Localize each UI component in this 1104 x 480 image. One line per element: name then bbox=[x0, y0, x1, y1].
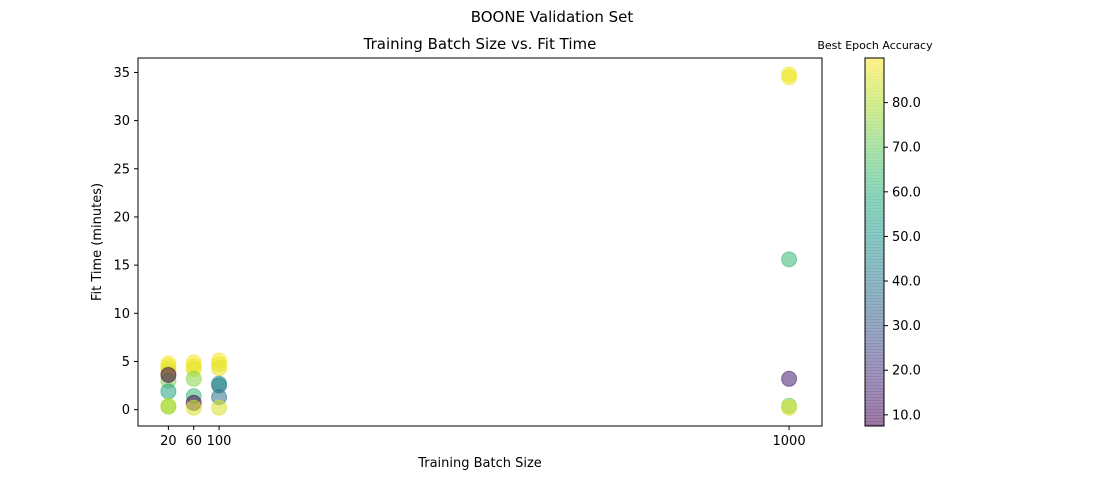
data-point bbox=[185, 370, 202, 387]
y-axis-ticks: 0 5 10 15 20 25 30 35 bbox=[113, 66, 138, 418]
colorbar-tick-label: 20.0 bbox=[892, 364, 921, 379]
chart-title: Training Batch Size vs. Fit Time bbox=[363, 35, 597, 53]
y-tick-label: 20 bbox=[113, 210, 130, 225]
data-point bbox=[211, 360, 228, 377]
figure-suptitle: BOONE Validation Set bbox=[471, 8, 634, 26]
data-point bbox=[185, 399, 202, 416]
colorbar-tick-label: 40.0 bbox=[892, 275, 921, 290]
y-tick-label: 35 bbox=[113, 66, 130, 81]
colorbar-frame bbox=[864, 57, 885, 427]
data-point bbox=[781, 370, 798, 387]
data-point bbox=[781, 69, 798, 86]
y-tick-label: 5 bbox=[122, 355, 130, 370]
x-tick-label: 100 bbox=[207, 434, 232, 449]
plot-area-frame bbox=[137, 57, 823, 427]
data-point bbox=[160, 366, 177, 383]
x-tick-label: 20 bbox=[160, 434, 177, 449]
data-point bbox=[781, 399, 798, 416]
colorbar-tick-label: 70.0 bbox=[892, 141, 921, 156]
colorbar-tick-label: 60.0 bbox=[892, 185, 921, 200]
data-points bbox=[160, 66, 798, 416]
y-axis-label: Fit Time (minutes) bbox=[90, 183, 105, 301]
x-axis-label: Training Batch Size bbox=[417, 456, 542, 471]
y-tick-label: 0 bbox=[122, 403, 130, 418]
data-point bbox=[160, 398, 177, 415]
y-tick-label: 15 bbox=[113, 259, 130, 274]
colorbar-tick-label: 10.0 bbox=[892, 408, 921, 423]
colorbar-tick-label: 80.0 bbox=[892, 96, 921, 111]
y-tick-label: 10 bbox=[113, 307, 130, 322]
colorbar-gradient bbox=[865, 58, 884, 426]
colorbar-tick-label: 30.0 bbox=[892, 319, 921, 334]
data-point bbox=[781, 251, 798, 268]
data-point bbox=[211, 399, 228, 416]
y-tick-label: 30 bbox=[113, 114, 130, 129]
colorbar-stripes bbox=[865, 59, 884, 424]
colorbar-label: Best Epoch Accuracy bbox=[817, 39, 933, 52]
colorbar-ticks: 10.0 20.0 30.0 40.0 50.0 60.0 70.0 80.0 bbox=[884, 96, 921, 423]
x-tick-label: 1000 bbox=[773, 434, 806, 449]
colorbar-tick-label: 50.0 bbox=[892, 230, 921, 245]
x-axis-ticks: 20 60 100 1000 bbox=[160, 426, 806, 449]
x-tick-label: 60 bbox=[185, 434, 202, 449]
y-tick-label: 25 bbox=[113, 162, 130, 177]
data-point bbox=[160, 383, 177, 400]
